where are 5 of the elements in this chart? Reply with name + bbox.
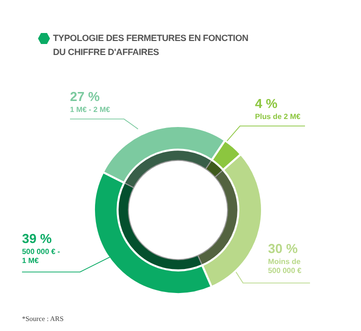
data-label: 39 % <box>22 231 52 246</box>
data-label: 30 % <box>268 241 298 256</box>
chart-title: TYPOLOGIE DES FERMETURES EN FONCTION DU CHIFFRE D'AFFAIRES <box>53 32 250 59</box>
data-label: 27 % <box>70 89 100 104</box>
data-label: 4 % <box>255 96 278 111</box>
